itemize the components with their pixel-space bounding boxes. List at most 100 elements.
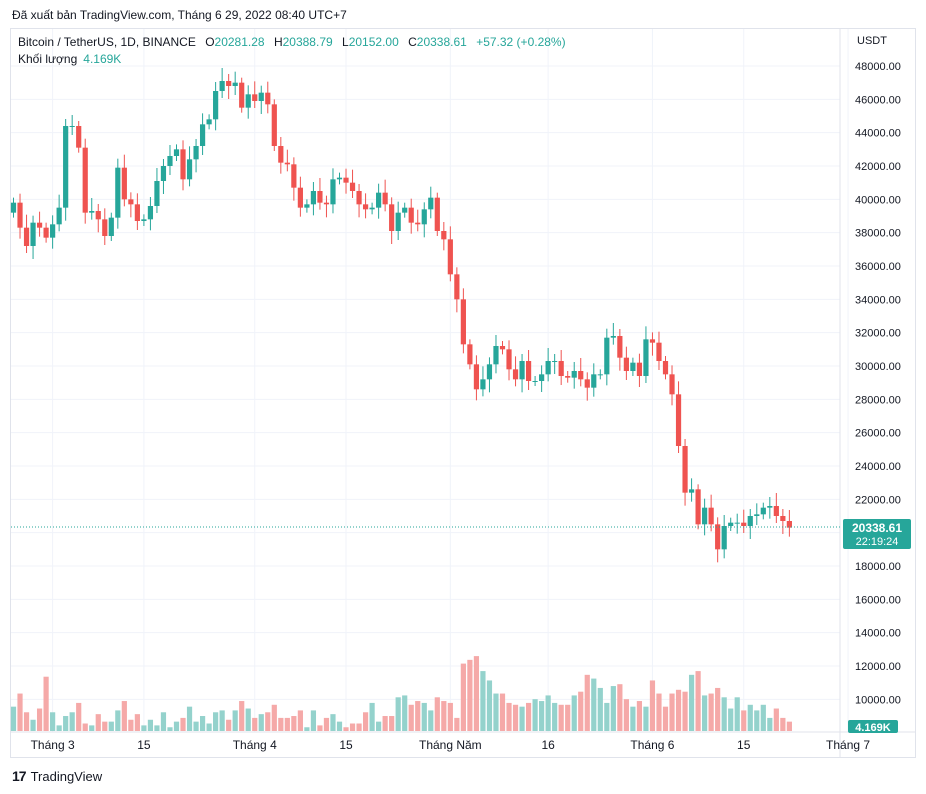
volume-bar — [428, 710, 434, 731]
candle-body — [610, 336, 616, 338]
chart-frame[interactable] — [10, 28, 916, 758]
candle-body — [662, 361, 669, 375]
volume-bar — [271, 704, 277, 731]
volume-bar — [565, 704, 571, 731]
candle-body — [539, 374, 545, 381]
volume-bar — [245, 708, 251, 731]
candle-body — [682, 446, 688, 493]
volume-bar — [219, 710, 225, 731]
candle-body — [330, 179, 336, 205]
candle-body — [780, 516, 786, 521]
volume-bar — [284, 717, 290, 731]
candle-body — [297, 187, 303, 208]
candle-body — [69, 126, 75, 127]
volume-bar — [747, 704, 753, 731]
volume-bar — [460, 663, 466, 731]
volume-bar — [43, 676, 49, 731]
candle-body — [356, 191, 362, 205]
volume-bar — [447, 702, 453, 731]
candle-body — [141, 219, 147, 221]
volume-bar — [69, 712, 75, 731]
candle-body — [89, 211, 95, 213]
volume-bar — [265, 712, 271, 731]
candle-body — [669, 374, 675, 395]
volume-bar — [441, 701, 447, 731]
volume-bar — [695, 671, 701, 731]
candle-body — [747, 516, 753, 526]
candle-body — [617, 336, 623, 358]
volume-bar — [617, 684, 623, 731]
candle-body — [532, 381, 538, 382]
y-tick-label: 48000.00 — [855, 61, 901, 73]
volume-bar — [278, 717, 284, 731]
candle-body — [199, 124, 206, 146]
y-tick-label: 28000.00 — [855, 394, 901, 406]
candle-body — [382, 192, 388, 205]
volume-bar — [115, 710, 121, 731]
candle-body — [278, 146, 284, 163]
candle-body — [708, 507, 714, 525]
volume-bar — [186, 706, 193, 731]
candle-body — [343, 177, 349, 183]
tradingview-brand-name: TradingView — [30, 768, 103, 784]
candle-body — [545, 361, 551, 375]
candle-body — [252, 94, 258, 101]
candle-body — [715, 524, 721, 550]
change-value: +57.32 (+0.28%) — [476, 35, 566, 49]
volume-bar — [682, 691, 688, 731]
tradingview-logo[interactable]: 17 TradingView — [12, 768, 102, 784]
candle-body — [578, 371, 584, 380]
candle-body — [63, 126, 69, 208]
candle-body — [460, 299, 466, 345]
volume-bar — [688, 674, 695, 731]
candle-body — [558, 361, 564, 376]
candle-body — [421, 209, 427, 225]
candle-body — [376, 192, 382, 208]
candle-body — [43, 227, 49, 238]
volume-bar — [258, 714, 264, 731]
volume-bar — [232, 710, 238, 731]
volume-bar — [662, 706, 669, 731]
volume-badge — [848, 720, 898, 733]
volume-bar — [552, 702, 558, 731]
tradingview-logo-icon: 17 — [12, 768, 27, 784]
volume-bar — [408, 704, 414, 731]
volume-bar — [160, 712, 167, 731]
volume-bar — [10, 706, 17, 731]
chart-legend: Bitcoin / TetherUS, 1D, BINANCE O20281.2… — [18, 35, 566, 49]
volume-bar — [454, 717, 460, 731]
volume-bar — [773, 708, 779, 731]
candle-body — [76, 126, 82, 148]
candle-body — [695, 489, 701, 525]
volume-bar — [369, 702, 375, 731]
volume-bar — [395, 697, 401, 731]
x-tick-label: 16 — [541, 738, 555, 752]
candle-body — [441, 231, 447, 240]
candle-body — [226, 81, 232, 86]
volume-bar — [480, 671, 486, 731]
candle-body — [389, 204, 395, 231]
volume-bar — [362, 712, 369, 731]
volume-bar — [206, 723, 212, 731]
volume-bar — [199, 716, 206, 731]
volume-bar — [486, 680, 493, 731]
candle-body — [734, 522, 740, 524]
low-value: 20152.00 — [348, 35, 399, 49]
volume-bar — [623, 699, 629, 731]
candle-body — [271, 104, 277, 146]
candle-body — [362, 204, 369, 210]
volume-bar — [532, 699, 538, 731]
candle-body — [512, 369, 519, 380]
candle-body — [630, 362, 636, 371]
volume-bar — [571, 695, 577, 731]
volume-bar — [630, 706, 636, 731]
close-value: 20338.61 — [416, 35, 467, 49]
volume-bar — [539, 701, 545, 731]
candle-body — [408, 207, 414, 223]
open-label: O — [205, 35, 215, 49]
volume-bar — [193, 721, 199, 731]
low-label: L — [342, 35, 349, 49]
volume-bar — [656, 693, 662, 731]
volume-bar — [715, 687, 721, 731]
